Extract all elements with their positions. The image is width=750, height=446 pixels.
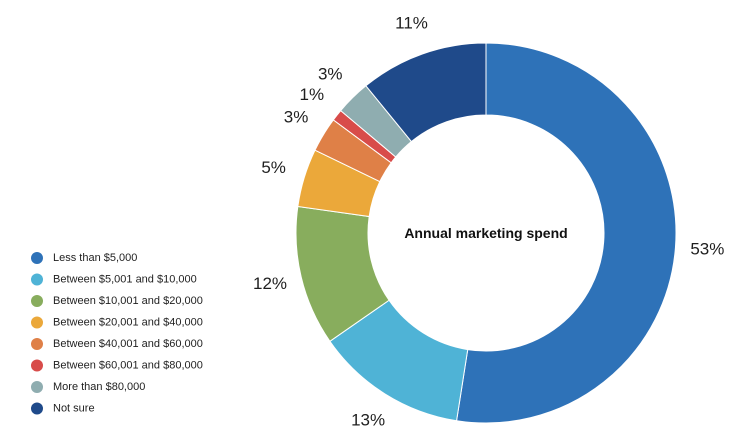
legend-swatch [31, 273, 43, 286]
legend-label: Less than $5,000 [53, 252, 137, 264]
legend-swatch [31, 252, 43, 264]
slice-percentage-label: 12% [253, 274, 287, 293]
percentage-labels: 53% 13% 12% 5% 3% 1% 3% 11% [253, 13, 724, 429]
legend-label: More than $80,000 [53, 381, 145, 393]
slice-percentage-label: 3% [284, 108, 309, 127]
legend-swatch [31, 338, 43, 350]
legend-swatch [31, 359, 43, 372]
legend-label: Not sure [53, 402, 95, 414]
legend-label: Between $10,001 and $20,000 [53, 295, 203, 307]
legend-swatch [31, 295, 43, 307]
legend-label: Between $5,001 and $10,000 [53, 273, 197, 285]
chart-center-label: Annual marketing spend [404, 225, 567, 241]
slice-percentage-label: 53% [690, 240, 724, 259]
legend-swatch [31, 381, 43, 393]
donut-slice [365, 42, 487, 143]
slice-percentage-label: 5% [261, 158, 286, 177]
legend-label: Between $40,001 and $60,000 [53, 338, 203, 350]
slice-percentage-label: 11% [395, 13, 428, 32]
legend-label: Between $20,001 and $40,000 [53, 316, 203, 328]
legend-label: Between $60,001 and $80,000 [53, 359, 203, 371]
donut-slices [295, 42, 677, 424]
slice-percentage-label: 3% [318, 64, 343, 83]
legend: Less than $5,000 Between $5,001 and $10,0… [31, 252, 203, 415]
slice-percentage-label: 13% [351, 411, 385, 430]
donut-slice [455, 42, 677, 424]
legend-swatch [31, 316, 43, 329]
slice-percentage-label: 1% [300, 85, 325, 104]
legend-swatch [31, 402, 43, 415]
